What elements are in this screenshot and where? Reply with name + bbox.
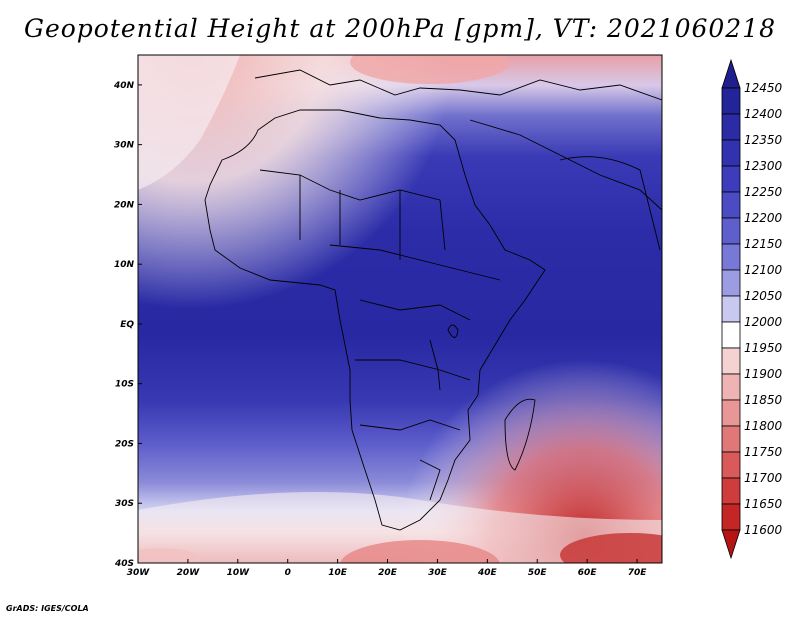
colorbar-label: 11950	[744, 341, 783, 355]
colorbar-label: 11600	[744, 523, 783, 537]
colorbar-label: 12250	[744, 185, 783, 199]
colorbar-label: 11900	[744, 367, 783, 381]
colorbar-label: 12350	[744, 133, 783, 147]
lon-tick-label: 20E	[378, 568, 398, 578]
colorbar-segment	[721, 269, 741, 297]
colorbar-segment	[721, 113, 741, 141]
colorbar-label: 12000	[744, 315, 783, 329]
colorbar-label: 12300	[744, 159, 783, 173]
colorbar-label: 12150	[744, 237, 783, 251]
colorbar-label: 11850	[744, 393, 783, 407]
latitude-axis: 40N 30N 20N 10N EQ 10S 20S 30S 40S	[113, 81, 142, 569]
lat-tick-label: 30S	[115, 499, 134, 509]
colorbar-segment	[721, 503, 741, 531]
colorbar-label: 12200	[744, 211, 783, 225]
colorbar-segment	[721, 191, 741, 219]
lat-tick-label: EQ	[120, 320, 134, 330]
colorbar-segment	[721, 451, 741, 479]
footer-credit: GrADS: IGES/COLA	[6, 604, 89, 613]
lat-tick-label: 40N	[113, 81, 135, 91]
lat-tick-label: 40S	[114, 559, 134, 569]
lon-tick-label: 20W	[177, 568, 201, 578]
colorbar-segment	[721, 243, 741, 271]
colorbar-segment	[721, 139, 741, 167]
colorbar-segment	[721, 217, 741, 245]
lon-tick-label: 10E	[328, 568, 348, 578]
lat-tick-label: 20N	[114, 200, 135, 210]
colorbar-label: 12050	[744, 289, 783, 303]
colorbar-segment	[721, 399, 741, 427]
colorbar-label: 11750	[744, 445, 783, 459]
lat-tick-label: 10S	[115, 380, 134, 390]
lon-tick-label: 40E	[477, 568, 498, 578]
colorbar-segment	[721, 425, 741, 453]
colorbar-top-arrow	[721, 58, 741, 89]
height-field	[138, 55, 662, 563]
colorbar-segment	[721, 87, 741, 115]
colorbar-segment	[721, 295, 741, 323]
lon-tick-label: 10W	[227, 568, 251, 578]
longitude-axis: 30W 20W 10W 0 10E 20E 30E 40E 50E 60E 70E	[127, 559, 647, 578]
lon-tick-label: 70E	[628, 568, 648, 578]
lat-tick-label: 10N	[114, 260, 135, 270]
lon-tick-label: 30W	[127, 568, 151, 578]
lat-tick-label: 20S	[115, 439, 134, 449]
colorbar-segment	[721, 165, 741, 193]
colorbar-label: 12100	[744, 263, 783, 277]
colorbar-label: 12400	[744, 107, 783, 121]
colorbar: 12450 12400 12350 12300 12250 12200 12150 12100…	[721, 58, 783, 560]
lon-tick-label: 50E	[528, 568, 548, 578]
colorbar-bottom-arrow	[721, 529, 741, 560]
colorbar-segment	[721, 321, 741, 349]
colorbar-segment	[721, 373, 741, 401]
map-frame	[137, 54, 663, 564]
lon-tick-label: 60E	[578, 568, 598, 578]
colorbar-label: 11800	[744, 419, 783, 433]
colorbar-segment	[721, 477, 741, 505]
lat-tick-label: 30N	[114, 141, 135, 151]
colorbar-label: 11650	[744, 497, 783, 511]
chart-title: Geopotential Height at 200hPa [gpm], VT:…	[23, 14, 777, 43]
colorbar-segment	[721, 347, 741, 375]
colorbar-label: 12450	[744, 81, 783, 95]
coastline	[204, 69, 662, 531]
lon-tick-label: 30E	[428, 568, 448, 578]
colorbar-label: 11700	[744, 471, 783, 485]
lon-tick-label: 0	[285, 568, 291, 578]
